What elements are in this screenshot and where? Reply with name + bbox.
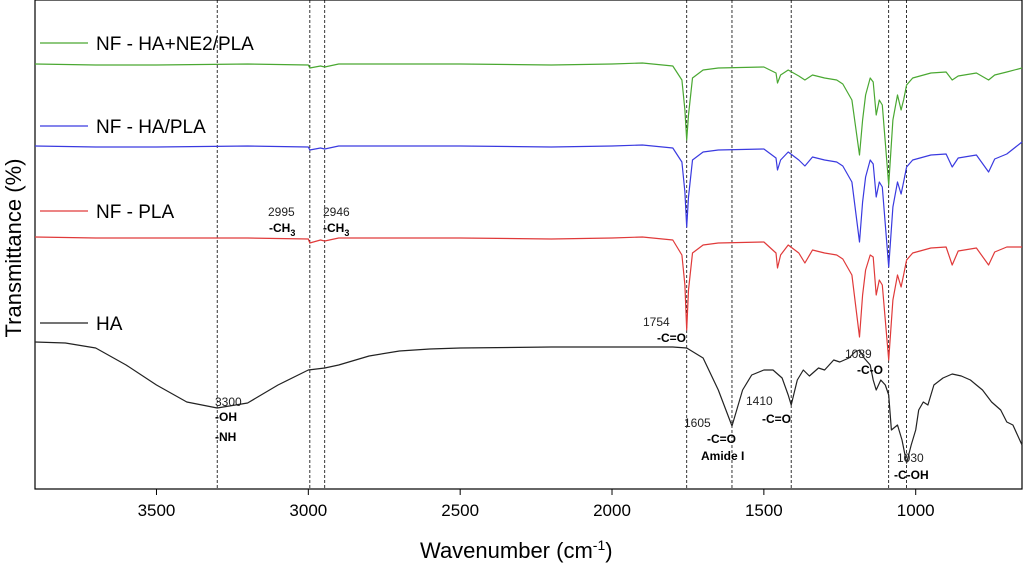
plot-frame <box>34 0 1023 490</box>
annotation-2995-ch: -CH <box>269 221 290 235</box>
annotation-1410-group: -C=O <box>762 412 791 426</box>
x-tick-label-2000: 2000 <box>593 501 631 520</box>
x-tick-label-3500: 3500 <box>138 501 176 520</box>
x-tick-label-1000: 1000 <box>897 501 935 520</box>
annotation-2946-group: -CH3 <box>323 221 349 238</box>
legend-label-pla: NF - PLA <box>96 202 174 223</box>
annotation-1754-value: 1754 <box>643 315 670 329</box>
annotation-1754-group: -C=O <box>657 331 686 345</box>
series-line-nf-pla <box>34 236 1022 361</box>
annotation-1030-value: 1030 <box>897 451 924 465</box>
annotation-1089-value: 1089 <box>845 347 872 361</box>
x-axis-title-main: Wavenumber (cm <box>420 538 593 563</box>
annotation-2946-ch: -CH <box>323 221 344 235</box>
annotation-1605-group-1: -C=O <box>707 432 736 446</box>
x-tick-label-1500: 1500 <box>745 501 783 520</box>
annotation-3300-group-1: -OH <box>215 410 237 424</box>
legend: NF - HA+NE2/PLA NF - HA/PLA NF - PLA HA <box>40 34 254 335</box>
annotations: 3300 -OH -NH 2995 -CH3 2946 -CH3 1754 -C… <box>215 205 929 482</box>
series-line-ha <box>34 341 1023 464</box>
annotation-2995-group: -CH3 <box>269 221 295 238</box>
annotation-1089-group: -C-O <box>857 363 883 377</box>
x-axis-title: Wavenumber (cm-1) <box>420 537 613 563</box>
series-lines <box>34 62 1023 464</box>
annotation-1410-value: 1410 <box>746 394 773 408</box>
legend-label-ha: HA <box>96 314 123 335</box>
reference-lines <box>216 0 907 489</box>
annotation-2946-value: 2946 <box>323 205 350 219</box>
x-axis-title-sup: -1 <box>593 537 606 553</box>
annotation-2995-value: 2995 <box>268 205 295 219</box>
x-axis-ticks: 3500 3000 2500 2000 1500 1000 <box>138 489 935 520</box>
annotation-1030-group: -C-OH <box>894 468 929 482</box>
annotation-1605-value: 1605 <box>684 416 711 430</box>
annotation-3300-value: 3300 <box>215 395 242 409</box>
annotation-1605-group-2: Amide I <box>701 449 744 463</box>
annotation-2995-sub: 3 <box>290 228 295 238</box>
annotation-3300-group-2: -NH <box>215 430 236 444</box>
y-axis-title: Transmittance (%) <box>1 159 26 338</box>
legend-label-ha-pla: NF - HA/PLA <box>96 117 206 138</box>
series-line-nf-ha-pla <box>34 141 1023 268</box>
x-tick-label-3000: 3000 <box>289 501 327 520</box>
x-axis-title-end: ) <box>605 538 612 563</box>
series-line-nf-ha-ne2-pla <box>34 62 1023 186</box>
x-tick-label-2500: 2500 <box>441 501 479 520</box>
legend-label-ha-ne2-pla: NF - HA+NE2/PLA <box>96 34 254 55</box>
annotation-2946-sub: 3 <box>344 228 349 238</box>
